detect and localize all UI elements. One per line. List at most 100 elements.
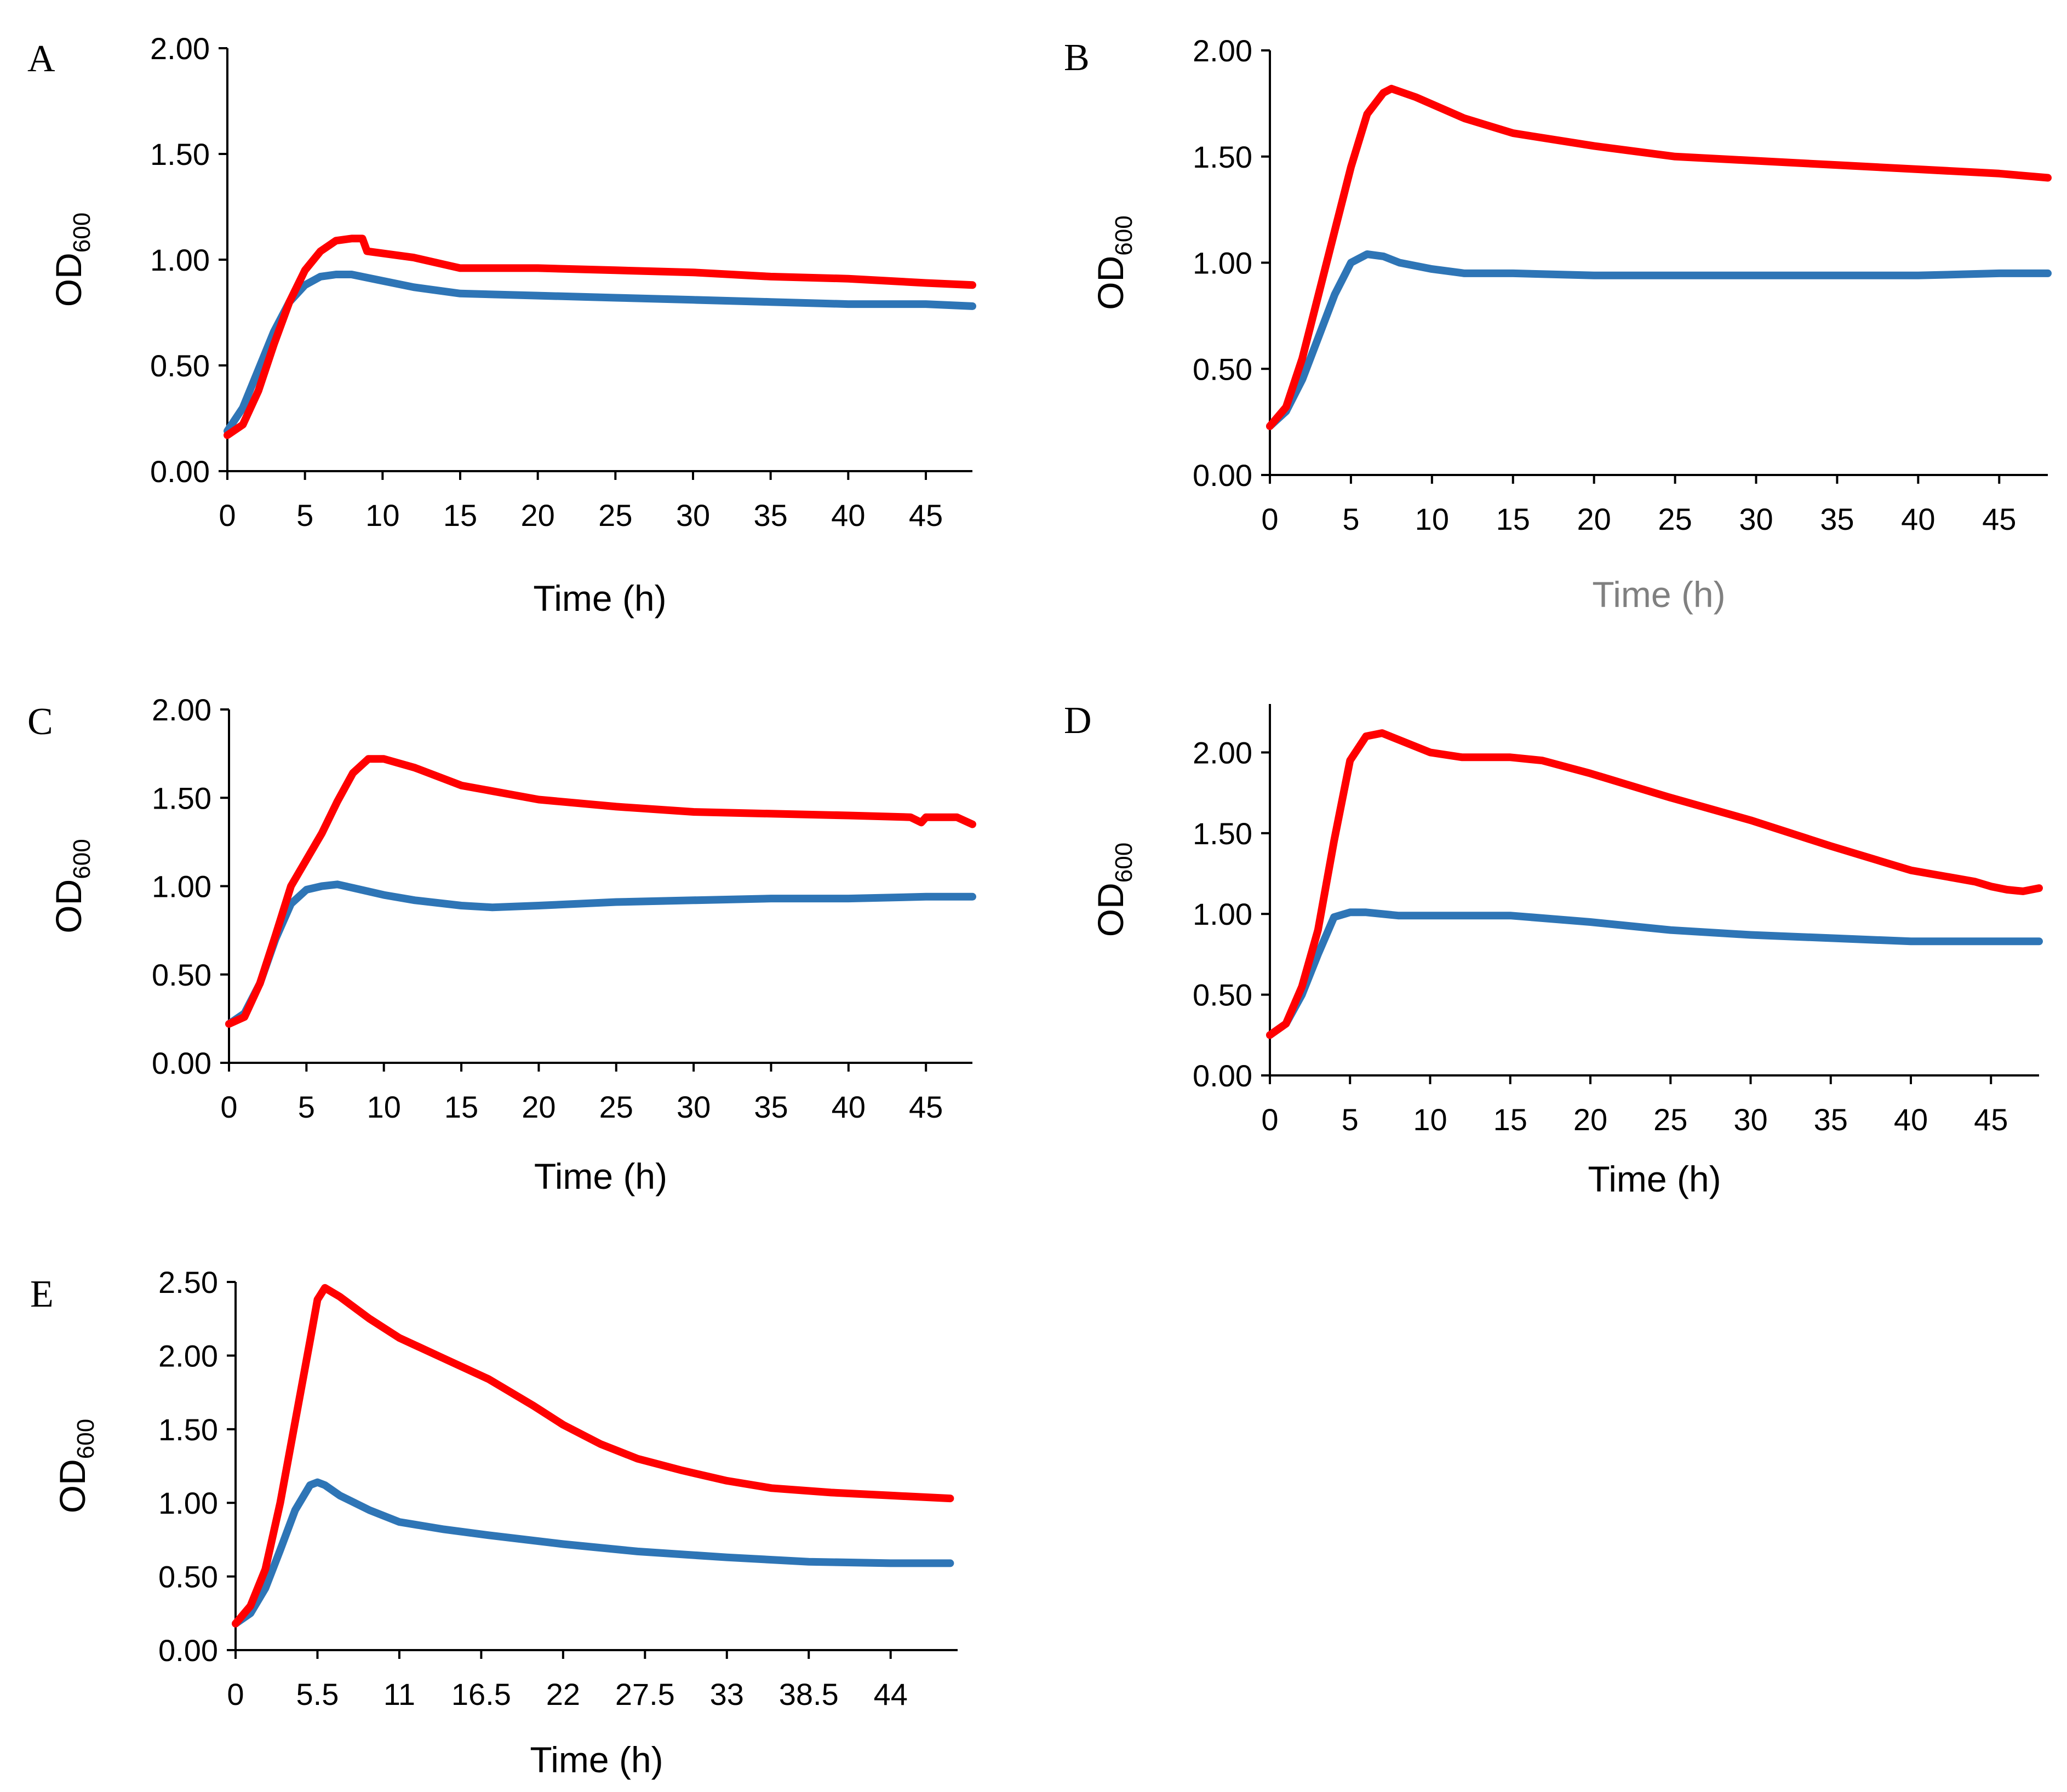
y-axis-title-subscript: 600: [1110, 843, 1137, 883]
y-tick-label: 2.00: [158, 1338, 218, 1373]
x-tick-label: 30: [676, 498, 710, 533]
x-tick-label: 20: [1577, 502, 1611, 536]
series-line-blue: [224, 271, 976, 435]
y-tick-label: 2.00: [152, 692, 211, 727]
x-tick-label: 15: [1496, 502, 1530, 536]
x-tick-label: 0: [219, 498, 236, 533]
panel-b: B 0.00 0.50 1.00 1.50 2.00 0 5 10 15 20 25 30 35 40 45 T…: [1064, 33, 2052, 615]
x-tick-label: 30: [677, 1090, 711, 1124]
series-line-red: [225, 755, 976, 1028]
y-axis-title-subscript: 600: [1110, 215, 1137, 255]
y-tick-label: 0.50: [1193, 352, 1252, 386]
x-tick-label: 15: [1493, 1102, 1527, 1137]
y-tick-label: 1.50: [150, 137, 210, 171]
x-tick-label: 33: [710, 1677, 744, 1711]
x-tick-label: 35: [1814, 1102, 1848, 1137]
y-tick-label: 0.00: [152, 1046, 211, 1080]
y-tick-label: 0.00: [1193, 458, 1252, 493]
x-tick-label: 16.5: [451, 1677, 511, 1711]
y-tick-label: 1.00: [158, 1486, 218, 1520]
x-tick-label: 35: [754, 498, 788, 533]
series-line-blue: [232, 1478, 954, 1628]
panel-letter: C: [27, 701, 53, 743]
x-tick-label: 45: [1982, 502, 2016, 536]
x-tick-label: 10: [367, 1090, 401, 1124]
x-tick-label: 40: [832, 1090, 866, 1124]
panel-d: D 0.00 0.50 1.00 1.50 2.00 0 5 10 15 20 25 30 35 40 45 T…: [1064, 700, 2043, 1199]
x-tick-label: 30: [1733, 1102, 1767, 1137]
x-tick-label: 10: [1413, 1102, 1447, 1137]
y-axis-title-subscript: 600: [72, 1419, 99, 1459]
x-axis-title: Time (h): [1588, 1159, 1721, 1199]
y-axis-title-subscript: 600: [68, 213, 95, 253]
y-tick-label: 2.00: [1193, 735, 1252, 770]
x-tick-label: 45: [909, 1090, 943, 1124]
x-tick-label: 0: [220, 1090, 237, 1124]
y-axis-title: OD600: [48, 213, 95, 307]
x-tick-label: 10: [365, 498, 399, 533]
y-tick-label: 0.00: [158, 1633, 218, 1668]
x-tick-label: 5: [298, 1090, 315, 1124]
x-tick-label: 0: [1261, 502, 1278, 536]
series-line-red: [1266, 84, 2052, 430]
y-tick-label: 1.00: [1193, 246, 1252, 280]
y-axis-title: OD600: [52, 1419, 99, 1513]
x-tick-label: 35: [1820, 502, 1854, 536]
x-tick-label: 15: [444, 1090, 478, 1124]
y-tick-label: 0.00: [1193, 1058, 1252, 1093]
x-tick-label: 44: [874, 1677, 908, 1711]
x-tick-label: 38.5: [779, 1677, 839, 1711]
panel-letter: E: [30, 1273, 54, 1315]
series-line-blue: [225, 880, 976, 1028]
y-axis-title: OD600: [1090, 215, 1137, 310]
y-tick-label: 1.00: [1193, 897, 1252, 931]
panel-letter: B: [1064, 37, 1090, 79]
y-tick-label: 1.50: [158, 1412, 218, 1447]
series-line-red: [232, 1284, 954, 1628]
x-axis-title: Time (h): [530, 1739, 663, 1780]
x-tick-label: 45: [1974, 1102, 2008, 1137]
x-axis-title: Time (h): [534, 1156, 667, 1196]
y-tick-label: 2.00: [150, 31, 210, 66]
y-tick-label: 0.50: [150, 348, 210, 383]
x-axis-title: Time (h): [1592, 574, 1725, 615]
y-axis-title-subscript: 600: [68, 839, 95, 879]
x-tick-label: 25: [598, 498, 632, 533]
panel-e: E 0.00 0.50 1.00 1.50 2.00 2.50 0 5.5 11 16.5 22 27.…: [30, 1265, 958, 1780]
x-tick-label: 25: [1653, 1102, 1687, 1137]
series-line-red: [1266, 729, 2043, 1039]
x-axis-title: Time (h): [533, 578, 666, 619]
x-tick-label: 5.5: [296, 1677, 339, 1711]
y-axis-title-main: OD: [1090, 883, 1131, 937]
panel-a: A 0.00 0.50 1.00 1.50 2.00 0 5 10 15 20 25 30 35 40 45 T…: [27, 31, 976, 619]
y-tick-label: 1.50: [152, 781, 211, 815]
x-tick-label: 40: [1894, 1102, 1928, 1137]
panel-letter: D: [1064, 700, 1092, 742]
x-tick-label: 5: [1342, 502, 1359, 536]
x-tick-label: 40: [1901, 502, 1935, 536]
series-line-blue: [1266, 908, 2043, 1039]
x-tick-label: 20: [522, 1090, 556, 1124]
y-tick-label: 1.00: [152, 869, 211, 904]
panel-c: C 0.00 0.50 1.00 1.50 2.00 0 5 10 15 20 25 30 35 40 45 T…: [27, 692, 976, 1196]
y-axis-title-main: OD: [48, 879, 89, 934]
y-tick-label: 0.50: [152, 958, 211, 992]
x-tick-label: 0: [227, 1677, 244, 1711]
x-tick-label: 20: [521, 498, 555, 533]
x-tick-label: 10: [1415, 502, 1449, 536]
x-tick-label: 11: [383, 1677, 415, 1711]
y-axis-title-main: OD: [52, 1459, 93, 1513]
y-axis-title-main: OD: [1090, 256, 1131, 310]
x-tick-label: 27.5: [615, 1677, 675, 1711]
series-line-blue: [1266, 250, 2052, 430]
y-tick-label: 2.00: [1193, 33, 1252, 68]
series-line-red: [224, 234, 976, 439]
x-tick-label: 15: [443, 498, 477, 533]
x-tick-label: 30: [1739, 502, 1773, 536]
x-tick-label: 40: [831, 498, 865, 533]
y-tick-label: 1.50: [1193, 816, 1252, 851]
y-tick-label: 1.00: [150, 243, 210, 277]
y-tick-label: 1.50: [1193, 140, 1252, 174]
x-tick-label: 20: [1573, 1102, 1607, 1137]
y-tick-label: 0.50: [158, 1560, 218, 1594]
